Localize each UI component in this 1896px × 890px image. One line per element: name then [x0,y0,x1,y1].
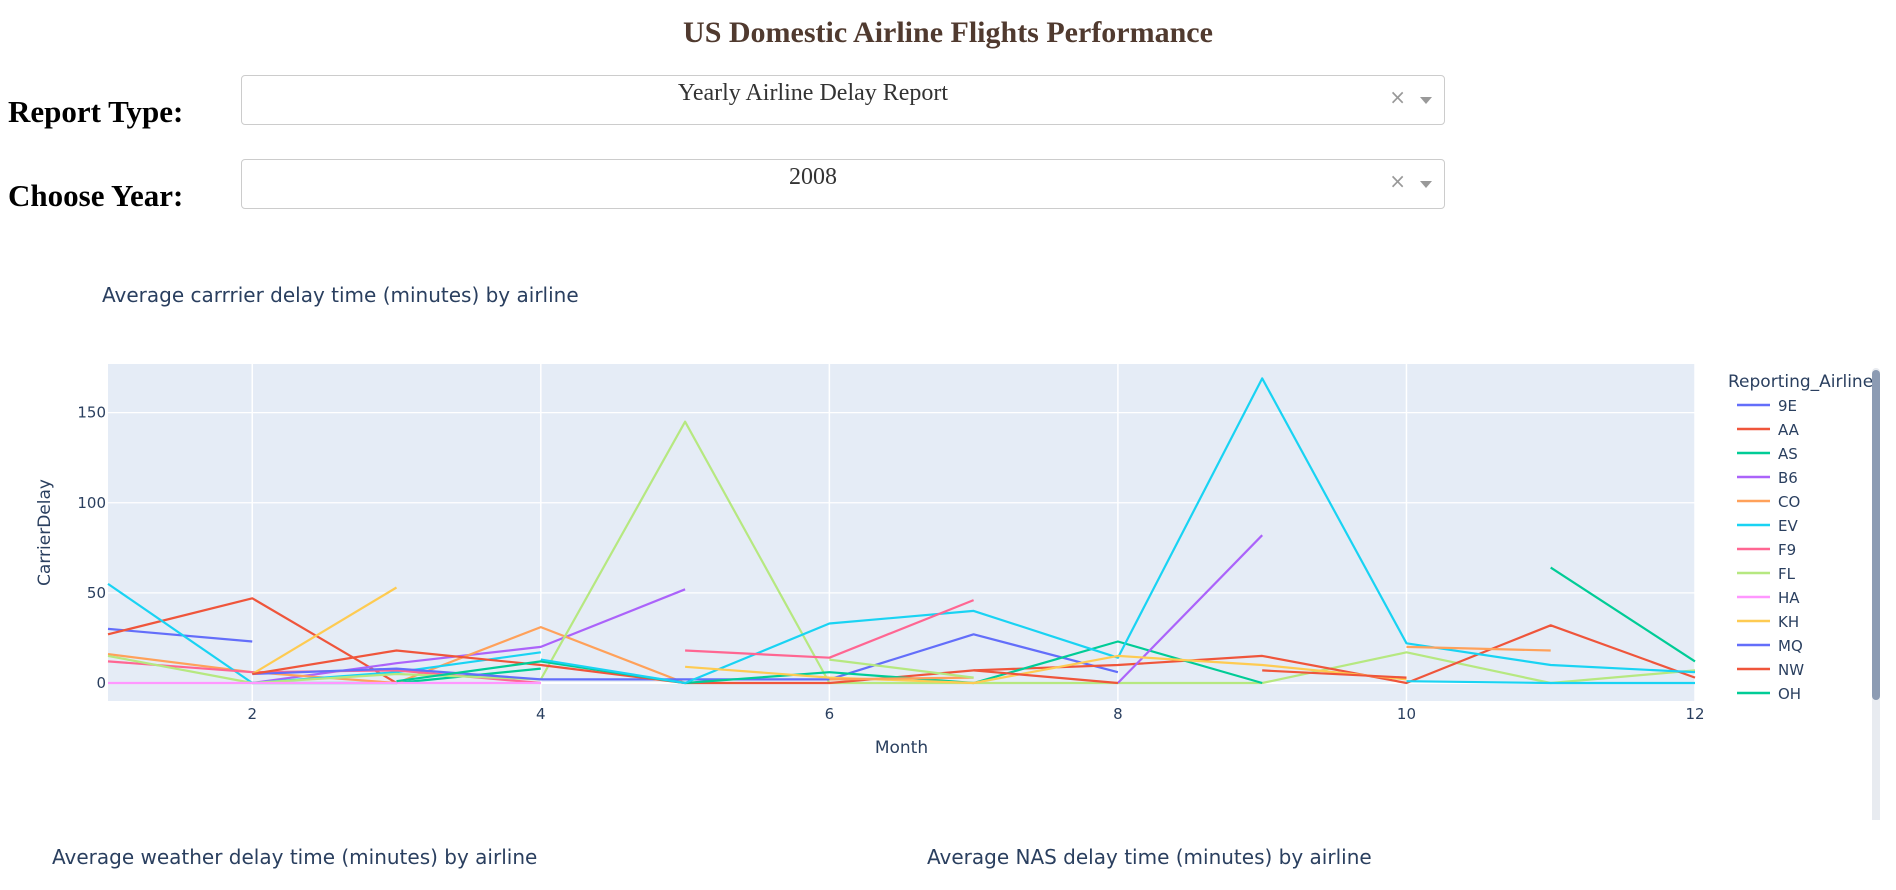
series-line [396,640,1263,685]
legend-item[interactable]: F9 [1737,541,1796,559]
series-line [1406,645,1551,652]
report-type-dropdown[interactable]: Yearly Airline Delay Report × [241,75,1445,125]
series-line [973,669,1118,685]
clear-icon[interactable]: × [1389,85,1406,109]
legend-label: AS [1778,445,1798,463]
series-line [1406,680,1695,685]
legend-item[interactable]: AA [1737,421,1800,439]
chevron-down-icon[interactable] [1420,97,1432,104]
choose-year-label: Choose Year: [8,178,184,213]
series-lines [107,377,1696,685]
page-title: US Domestic Airline Flights Performance [683,16,1213,49]
y-tick-label: 100 [77,494,106,512]
series-line [1550,566,1696,663]
series-line [685,654,1407,685]
x-tick-label: 10 [1397,705,1416,723]
nas-delay-chart-title: Average NAS delay time (minutes) by airl… [927,845,1372,869]
series-line [829,676,974,681]
legend-label: AA [1778,421,1800,439]
series-line [107,597,398,684]
legend-title: Reporting_Airline [1728,372,1873,392]
chart-title: Average carrrier delay time (minutes) by… [102,283,579,307]
chevron-down-icon[interactable] [1420,181,1432,188]
y-tick-label: 150 [77,404,106,422]
legend-item[interactable]: B6 [1737,469,1798,487]
legend-item[interactable]: CO [1737,493,1800,511]
legend-label: F9 [1778,541,1796,559]
legend-item[interactable]: MQ [1737,637,1803,655]
x-tick-label: 12 [1685,705,1704,723]
legend-label: OH [1778,685,1801,703]
plot-area [108,364,1695,701]
legend-item[interactable]: KH [1737,613,1799,631]
series-line [1262,669,1407,679]
y-tick-label: 0 [96,674,106,692]
series-line [251,586,398,675]
weather-delay-chart-title: Average weather delay time (minutes) by … [52,845,538,869]
y-axis-ticks: 0 50 100 150 [77,404,106,692]
legend-item[interactable]: FL [1737,565,1796,583]
legend-label: B6 [1778,469,1798,487]
year-selected-value: 2008 [789,164,837,190]
legend-label: 9E [1778,397,1797,415]
legend-item[interactable]: AS [1737,445,1798,463]
y-tick-label: 50 [87,584,106,602]
legend-label: NW [1778,661,1804,679]
series-line [107,627,253,643]
legend-label: HA [1778,589,1800,607]
legend-label: CO [1778,493,1800,511]
series-line [829,658,974,679]
legend-item[interactable]: NW [1737,661,1804,679]
series-line [685,599,975,659]
legend-label: KH [1778,613,1799,631]
legend-label: EV [1778,517,1798,535]
x-axis-ticks: 2 4 6 8 10 12 [247,705,1704,723]
legend-item[interactable]: 9E [1737,397,1797,415]
x-tick-label: 6 [825,705,835,723]
x-tick-label: 8 [1113,705,1123,723]
clear-icon[interactable]: × [1389,169,1406,193]
legend-item[interactable]: HA [1737,589,1800,607]
x-tick-label: 4 [536,705,546,723]
series-line [540,377,1696,685]
legend-label: FL [1778,565,1796,583]
y-axis-label: CarrierDelay [35,479,55,586]
x-tick-label: 2 [247,705,257,723]
legend-scrollbar-thumb[interactable] [1872,370,1880,700]
year-dropdown[interactable]: 2008 × [241,159,1445,209]
legend-label: MQ [1778,637,1803,655]
series-line [252,633,1119,681]
carrier-delay-line-chart: Average carrrier delay time (minutes) by… [35,283,1880,820]
x-axis-label: Month [875,738,928,758]
report-type-selected-value: Yearly Airline Delay Report [677,80,949,106]
report-type-label: Report Type: [8,94,184,129]
legend-item[interactable]: OH [1737,685,1801,703]
series-line [107,420,1696,685]
legend-item[interactable]: EV [1737,517,1798,535]
legend[interactable]: 9E AA AS B6 CO EV F9 FL HA KH MQ NW OH [1737,397,1804,703]
